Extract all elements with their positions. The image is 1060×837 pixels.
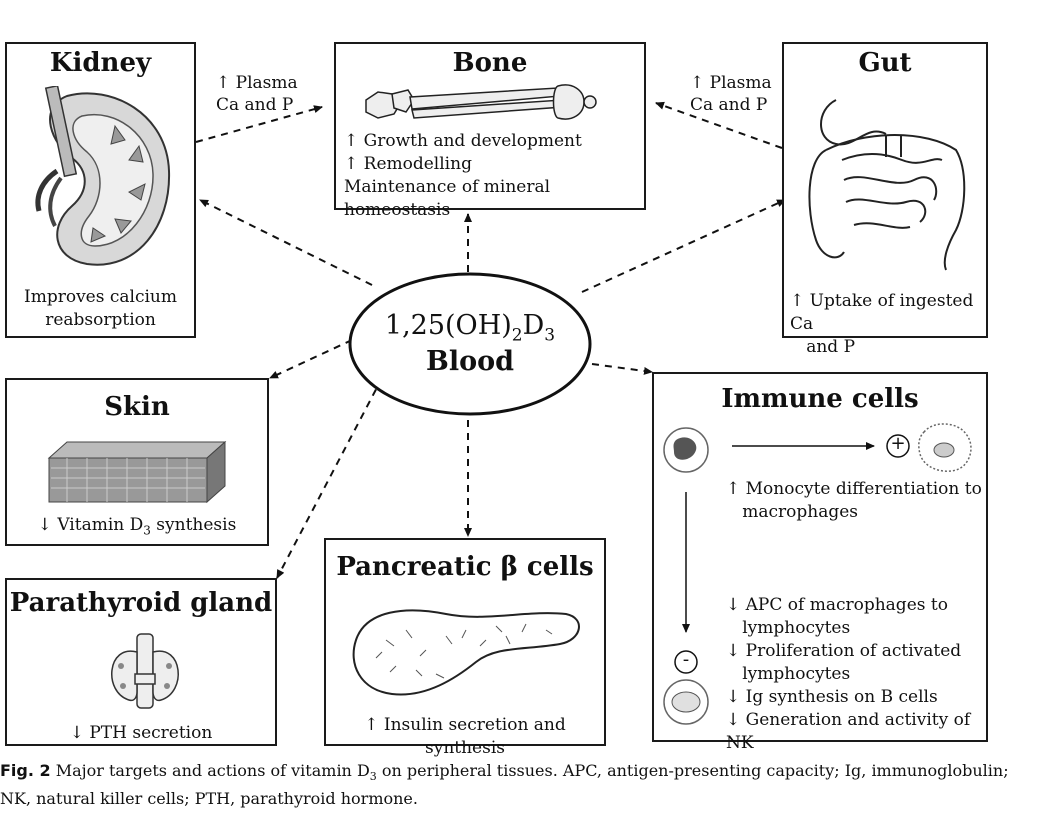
plus-circle (886, 434, 910, 458)
arrow-gut-to-bone (655, 101, 783, 149)
compound-d: D (522, 310, 545, 341)
blood-ellipse (348, 272, 592, 416)
immune-down-action: ↓ Ig synthesis on B cells (726, 687, 938, 707)
kidney-box: Kidney Improves calcium reabsorption (5, 42, 196, 338)
kidney-action: Improves calcium reabsorption (24, 287, 177, 330)
minus-symbol: - (682, 649, 690, 670)
caption-text-prefix: Major targets and actions of vitamin D (50, 761, 370, 780)
arrow-label-kidney-bone: ↑ Plasma Ca and P (216, 73, 298, 115)
skin-illustration (47, 440, 227, 504)
gut-box: Gut ↑ Uptake of ingested Ca and P (782, 42, 988, 357)
immune-down-action: ↓ Generation and activity of NK (726, 710, 976, 753)
caption-text-sub: 3 (369, 770, 377, 784)
arrow-kidney-to-bone (195, 105, 323, 143)
skin-action-suffix: synthesis (150, 515, 237, 535)
gut-title: Gut (858, 48, 912, 78)
immune-down-actions: ↓ APC of macrophages to lymphocytes ↓ Pr… (726, 594, 986, 755)
vitamin-d-compound: 1,25(OH)2D3 (346, 310, 594, 345)
pancreas-title: Pancreatic β cells (336, 552, 594, 582)
immune-title: Immune cells (721, 384, 919, 414)
gut-action: ↑ Uptake of ingested Ca and P (790, 291, 974, 357)
skin-action-sub: 3 (143, 523, 151, 538)
caption-label: Fig. 2 (0, 761, 51, 780)
bone-actions: ↑ Growth and development ↑ Remodelling M… (344, 130, 644, 222)
skin-title: Skin (104, 392, 170, 422)
pancreas-box: Pancreatic β cells ↑ Insulin secretion a… (324, 538, 606, 758)
compound-sub: 3 (544, 325, 556, 346)
arrow-blood-to-kidney (199, 199, 373, 286)
bone-box: Bone ↑ Growth and development ↑ Remodell… (334, 42, 646, 220)
bone-action: ↑ Growth and development (344, 131, 582, 151)
blood-node: 1,25(OH)2D3 Blood (346, 270, 594, 418)
macrophage-icon (663, 679, 709, 725)
parathyroid-box: Parathyroid gland ↓ PTH secretion (5, 578, 277, 746)
kidney-illustration (35, 86, 171, 266)
plus-symbol: + (890, 433, 906, 454)
arrow-label-gut-bone: ↑ Plasma Ca and P (690, 73, 772, 115)
blood-label: Blood (426, 346, 514, 377)
parathyroid-action: ↓ PTH secretion (69, 723, 213, 743)
skin-box: Skin ↓ Vitamin D3 synthesis (5, 378, 269, 546)
bone-action: Maintenance of mineral homeostasis (344, 177, 551, 220)
bone-action: ↑ Remodelling (344, 154, 472, 174)
figure-caption: Fig. 2 Major targets and actions of vita… (0, 760, 1030, 810)
bone-illustration (365, 84, 597, 120)
macrophage-icon (918, 423, 972, 472)
immune-box: Immune cells + - ↑ Monocyte differentiat… (652, 372, 988, 753)
immune-down-action: ↓ Proliferation of activated lymphocytes (726, 641, 962, 684)
parathyroid-title: Parathyroid gland (9, 588, 273, 618)
arrow-blood-to-parathyroid (276, 377, 383, 579)
monocyte-icon (663, 427, 709, 473)
immune-diagram (663, 423, 972, 725)
kidney-title: Kidney (49, 48, 152, 78)
gut-illustration (808, 99, 966, 271)
compound-prefix: 1,25(OH) (384, 310, 512, 341)
arrow-blood-to-skin (269, 339, 353, 379)
arrows-layer (195, 101, 786, 579)
parathyroid-illustration (111, 633, 179, 709)
compound-sub: 2 (511, 325, 523, 346)
caption-text-suffix: on peripheral tissues. APC, antigen-pres… (0, 761, 1009, 809)
minus-circle (674, 650, 698, 674)
bone-title: Bone (452, 48, 528, 78)
skin-action-prefix: ↓ Vitamin D (37, 515, 144, 535)
pancreas-illustration (352, 609, 580, 696)
immune-down-action: ↓ APC of macrophages to lymphocytes (726, 595, 948, 638)
arrow-blood-to-immune (591, 363, 653, 375)
pancreas-action: ↑ Insulin secretion and synthesis (364, 715, 566, 758)
skin-action: ↓ Vitamin D3 synthesis (7, 514, 267, 542)
immune-up-action: ↑ Monocyte differentiation to macrophage… (726, 479, 982, 522)
arrow-blood-to-gut (581, 199, 786, 293)
